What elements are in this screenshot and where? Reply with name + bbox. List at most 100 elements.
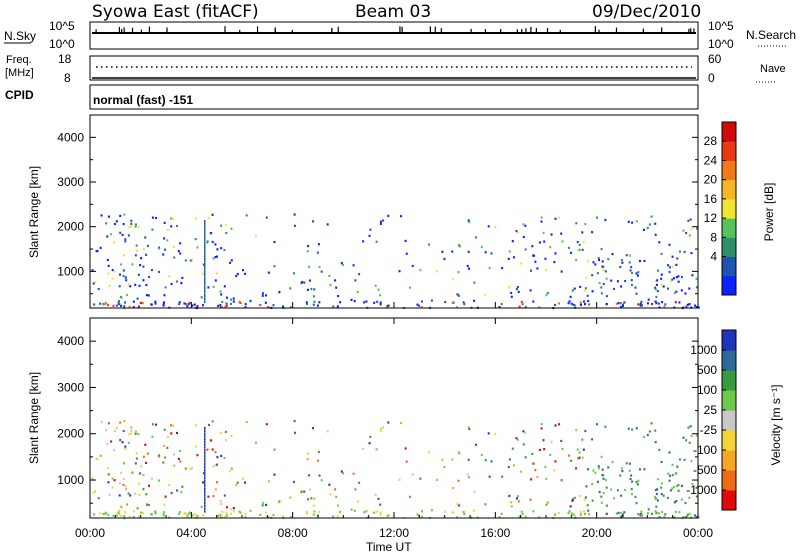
velocity-cell [204, 468, 206, 471]
power-cell [631, 271, 634, 275]
power-cell [615, 302, 618, 305]
power-cell [591, 274, 594, 277]
power-cell [688, 302, 691, 306]
power-cell [668, 270, 671, 274]
power-cell [146, 244, 149, 247]
power-panel: 4000 3000 2000 1000 Slant Range [km] 28 24 20… [27, 114, 776, 310]
cpid-panel-frame [89, 84, 699, 110]
velocity-cell [373, 511, 376, 514]
power-cell [690, 252, 693, 255]
velocity-cell [639, 514, 642, 517]
power-cell [306, 302, 309, 305]
power-cell [554, 252, 557, 255]
power-cell [212, 285, 215, 289]
power-cell [362, 240, 365, 243]
velocity-cell [379, 513, 382, 516]
power-cell [204, 228, 206, 231]
power-cell [508, 285, 511, 288]
velocity-cell [107, 481, 110, 484]
velocity-cell [675, 499, 678, 503]
power-cell [135, 249, 138, 252]
power-cell [570, 251, 573, 254]
velocity-cell [443, 465, 446, 469]
power-cell [111, 277, 114, 280]
power-cell [145, 283, 148, 287]
velocity-cell [522, 443, 525, 446]
power-cell [105, 222, 108, 225]
power-cell [444, 300, 447, 304]
power-cell [668, 243, 671, 246]
velocity-cell [416, 513, 419, 516]
velocity-cell [578, 456, 581, 459]
velocity-scatter-cells [91, 419, 700, 520]
velocity-cell [518, 515, 521, 518]
velocity-cell [619, 511, 622, 515]
velocity-cell [202, 513, 205, 517]
power-cell [546, 291, 549, 295]
power-cell [648, 223, 651, 226]
power-cell [118, 303, 121, 306]
power-cell [148, 275, 151, 279]
velocity-cell [369, 435, 372, 438]
velocity-cell [654, 495, 657, 499]
power-cell [605, 277, 608, 280]
power-cell [204, 295, 206, 298]
power-cell [610, 279, 613, 282]
power-cell [206, 240, 209, 243]
power-cell [695, 286, 698, 289]
velocity-cell [224, 430, 227, 433]
power-cell [130, 222, 133, 225]
velocity-cell [646, 433, 649, 437]
power-cell [124, 301, 127, 304]
power-cell [334, 279, 337, 282]
x-tick-label: 12:00 [379, 526, 409, 540]
velocity-cell [232, 510, 235, 513]
velocity-cell [111, 486, 114, 489]
velocity-cell [685, 515, 688, 519]
power-cell [387, 214, 390, 217]
power-cell [560, 232, 563, 235]
y-tick-label: 2000 [57, 220, 84, 234]
velocity-cell [680, 498, 683, 501]
power-cell [142, 265, 145, 268]
power-cell [312, 220, 315, 223]
velocity-cell [141, 511, 144, 515]
power-cell [221, 300, 224, 304]
velocity-cell [335, 495, 338, 498]
velocity-ylabel: Slant Range [km] [27, 372, 41, 464]
power-cell [128, 305, 131, 308]
velocity-cell [123, 515, 126, 518]
velocity-cell [242, 477, 245, 480]
power-cell [124, 276, 127, 279]
velocity-cell [104, 512, 107, 515]
velocity-cell [545, 503, 548, 506]
power-cell [236, 272, 239, 276]
velocity-cell [688, 512, 691, 516]
x-tick-label: 16:00 [480, 526, 510, 540]
velocity-cell [512, 464, 515, 467]
nave-label: Nave [760, 63, 786, 75]
velocity-cell [620, 515, 623, 519]
velocity-cell [642, 435, 645, 439]
power-cell [150, 268, 153, 272]
velocity-cell [162, 461, 165, 464]
velocity-cell [120, 514, 123, 517]
velocity-cell [404, 447, 407, 450]
velocity-cell [150, 477, 153, 480]
velocity-cell [582, 448, 585, 451]
power-cell [545, 269, 548, 272]
power-cell [179, 252, 182, 255]
power-cell [630, 279, 633, 282]
power-cell [117, 301, 120, 305]
velocity-cell [522, 430, 525, 433]
velocity-cell [145, 503, 148, 506]
power-cell [411, 264, 414, 268]
velocity-cell [663, 515, 666, 518]
power-cell [374, 284, 377, 287]
power-cell [695, 277, 698, 280]
power-cell [554, 217, 557, 220]
velocity-cell [605, 512, 608, 516]
velocity-cell [312, 504, 315, 507]
velocity-cell [193, 513, 196, 516]
